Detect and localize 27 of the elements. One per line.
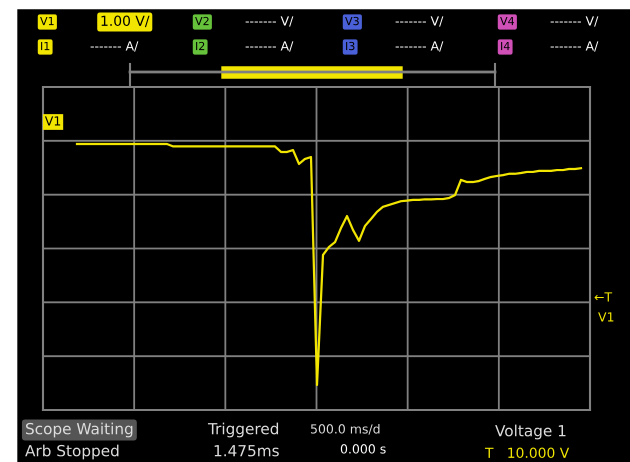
text: Voltage 1 (495, 424, 566, 440)
text: ------- V/ (246, 16, 294, 27)
text: I3 (346, 42, 354, 50)
text: Scope Waiting (26, 422, 132, 438)
text: 1.475ms (214, 445, 279, 456)
text: V1 (44, 116, 60, 126)
text: ←T (594, 292, 612, 302)
text: V1 (598, 312, 614, 322)
text: T 10.000 V (484, 448, 570, 458)
text: V4 (500, 16, 514, 26)
text: V1 (40, 16, 54, 26)
text: ------- V/ (550, 16, 598, 27)
text: I4 (501, 42, 510, 50)
text: ------- A/ (396, 41, 444, 52)
text: I1 (41, 42, 50, 50)
text: V2 (195, 16, 209, 26)
text: ------- V/ (396, 16, 444, 27)
text: ------- A/ (90, 41, 138, 52)
text: 1.00 V/ (102, 16, 150, 28)
text: I2 (196, 42, 204, 50)
text: 500.0 ms/d (310, 424, 380, 435)
text: 0.000 s (340, 444, 386, 454)
text: Triggered (208, 422, 278, 438)
text: Arb Stopped (25, 444, 118, 460)
text: ------- A/ (550, 41, 598, 52)
text: V3 (345, 16, 359, 26)
text: ------- A/ (246, 41, 294, 52)
